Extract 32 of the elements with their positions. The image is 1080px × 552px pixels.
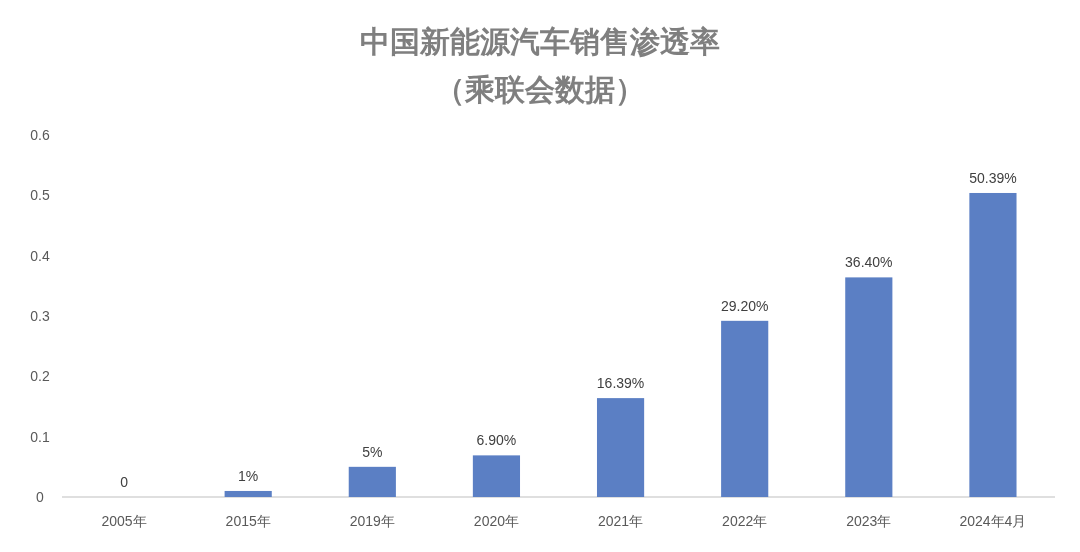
data-label: 0 [120, 474, 129, 490]
bar [845, 277, 893, 497]
x-tick-label: 2021年 [597, 513, 644, 529]
bar [721, 320, 769, 497]
data-label: 5% [362, 443, 383, 460]
data-label: 29.20% [720, 297, 769, 314]
y-tick-label: 0.3 [30, 308, 50, 324]
bar [596, 398, 645, 497]
x-tick-label: 2015年 [225, 513, 271, 529]
y-tick-label: 0 [36, 489, 45, 505]
chart-title: 中国新能源汽车销售渗透率 [360, 25, 720, 58]
x-tick-label: 2023年 [846, 513, 892, 529]
y-tick-label: 0.1 [30, 428, 50, 445]
bar [472, 455, 521, 497]
data-label: 6.90% [476, 432, 517, 449]
x-tick-label: 2019年 [349, 513, 395, 529]
x-tick-label: 2022年 [722, 513, 768, 529]
y-tick-label: 0.5 [30, 187, 50, 204]
y-tick-label: 0.6 [30, 127, 50, 143]
x-tick-label: 2024年4月 [959, 513, 1027, 529]
chart-subtitle: （乘联会数据） [435, 73, 645, 106]
data-label: 50.39% [969, 169, 1017, 186]
x-tick-label: 2020年 [473, 513, 520, 529]
bar [224, 490, 272, 497]
bar [969, 192, 1017, 497]
bar [348, 466, 396, 497]
data-label: 36.40% [845, 254, 893, 271]
x-tick-label: 2005年 [101, 513, 147, 529]
data-label: 1% [238, 467, 259, 484]
data-label: 16.39% [596, 375, 645, 392]
y-tick-label: 0.2 [30, 368, 50, 385]
y-tick-label: 0.4 [30, 247, 50, 264]
